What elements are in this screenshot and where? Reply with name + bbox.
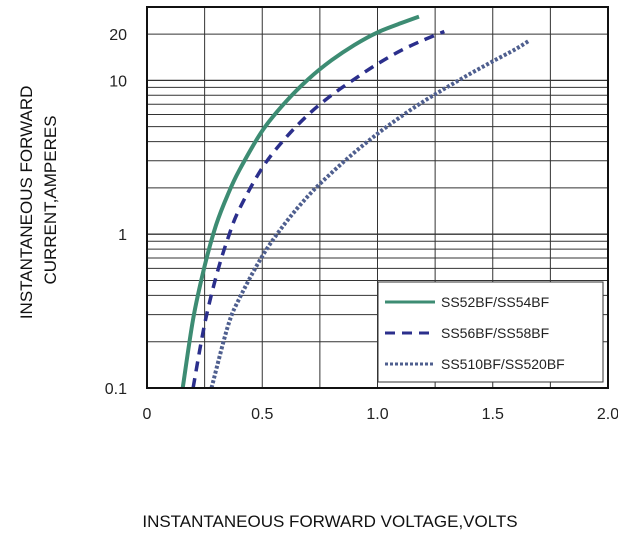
y-axis-title: INSTANTANEOUS FORWARD CURRENT,AMPERES: [17, 81, 60, 319]
series-line-3: [209, 38, 531, 389]
y-axis-title-line-2: CURRENT,AMPERES: [41, 115, 60, 284]
x-tick-label: 0.5: [251, 406, 273, 423]
legend: SS52BF/SS54BF SS56BF/SS58BF SS510BF/SS520B…: [377, 281, 604, 383]
legend-label: SS52BF/SS54BF: [441, 294, 549, 310]
legend-label: SS510BF/SS520BF: [441, 356, 565, 372]
x-tick-label: 1.0: [366, 406, 388, 423]
y-tick-label: 0.1: [105, 381, 127, 398]
x-tick-label: 1.5: [482, 406, 504, 423]
x-tick-labels: 0 0.5 1.0 1.5 2.0: [143, 406, 618, 423]
y-tick-label: 10: [109, 73, 127, 90]
y-tick-label: 1: [118, 227, 127, 244]
y-tick-label: 20: [109, 27, 127, 44]
x-axis-title: INSTANTANEOUS FORWARD VOLTAGE,VOLTS: [142, 512, 517, 531]
x-tick-label: 0: [143, 406, 152, 423]
x-tick-label: 2.0: [597, 406, 618, 423]
legend-label: SS56BF/SS58BF: [441, 325, 549, 341]
series-line-2: [191, 29, 445, 389]
y-axis-title-line-1: INSTANTANEOUS FORWARD: [17, 86, 36, 320]
y-tick-labels: 0.1 1 10 20: [105, 27, 127, 398]
series-layer: [180, 14, 531, 389]
plot-frame: [146, 6, 609, 389]
series-line-1: [180, 14, 420, 389]
